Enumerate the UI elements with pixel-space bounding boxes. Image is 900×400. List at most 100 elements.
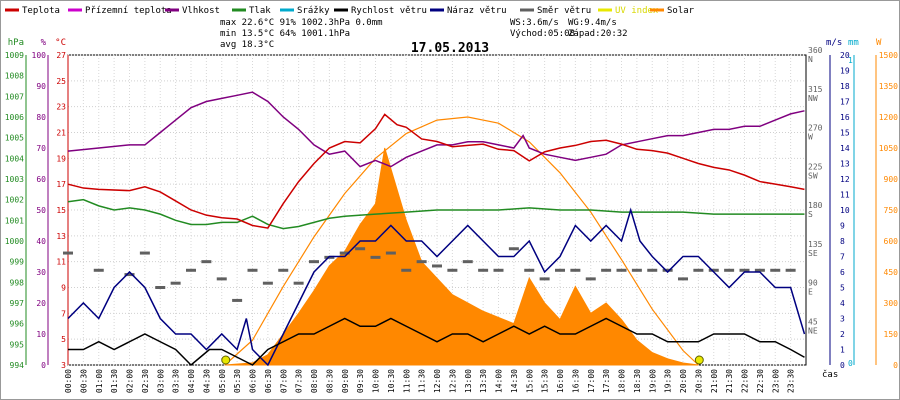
x-tick-label: 00:00 xyxy=(64,369,73,393)
dir-tick: 360 xyxy=(808,46,823,55)
stats-avg: avg 18.3°C xyxy=(220,40,274,50)
marker-sunrise xyxy=(221,355,231,365)
w-tick: 450 xyxy=(884,268,899,277)
dir-tick: 225 xyxy=(808,162,823,171)
series-tlak xyxy=(67,198,805,230)
x-tick-label: 16:00 xyxy=(556,369,565,393)
ms-tick: 14 xyxy=(840,144,850,153)
x-tick-label: 04:30 xyxy=(202,369,211,393)
hpa-tick: 997 xyxy=(10,299,25,308)
x-tick-label: 01:30 xyxy=(110,369,119,393)
dir-tick: 315 xyxy=(808,85,823,94)
x-tick-label: 02:00 xyxy=(126,369,135,393)
x-tick-label: 10:30 xyxy=(387,369,396,393)
x-tick-label: 15:30 xyxy=(541,369,550,393)
hpa-tick: 1003 xyxy=(5,175,24,184)
hpa-tick: 1002 xyxy=(5,196,24,205)
hpa-axis-title: hPa xyxy=(8,38,24,48)
hpa-tick: 994 xyxy=(10,361,25,370)
w-tick: 900 xyxy=(884,175,899,184)
pct-tick: 70 xyxy=(36,144,46,153)
legend-label-rychlost: Rychlost větru xyxy=(351,6,427,16)
temp-tick: 15 xyxy=(56,206,66,215)
hpa-tick: 1009 xyxy=(5,51,24,60)
axes: 00:00 00:30 01:00 01:30 02:00 02:30 03:00 03:30… xyxy=(5,38,898,393)
ms-tick: 7 xyxy=(840,253,845,262)
x-tick-label: 09:00 xyxy=(341,369,350,393)
x-tick-label: 18:30 xyxy=(633,369,642,393)
x-tick-label: 14:30 xyxy=(510,369,519,393)
ms-tick: 12 xyxy=(840,175,850,184)
x-tick-label: 16:30 xyxy=(571,369,580,393)
pct-tick: 20 xyxy=(36,299,46,308)
x-tick-label: 15:00 xyxy=(525,369,534,393)
series-solar-theory xyxy=(224,116,699,366)
ms-tick: 17 xyxy=(840,98,850,107)
x-tick-label: 03:00 xyxy=(156,369,165,393)
w-tick: 300 xyxy=(884,299,899,308)
stats-wg: WG:9.4m/s xyxy=(568,18,617,28)
w-tick: 1050 xyxy=(879,144,898,153)
temp-tick: 25 xyxy=(56,77,66,86)
x-tick-label: 05:00 xyxy=(218,369,227,393)
ms-tick: 1 xyxy=(840,346,845,355)
x-tick-label: 23:00 xyxy=(771,369,780,393)
x-tick-label: 22:00 xyxy=(741,369,750,393)
ms-tick: 3 xyxy=(840,315,845,324)
dir-compass: S xyxy=(808,210,813,219)
w-tick: 150 xyxy=(884,330,899,339)
stats-sunset: Západ:20:32 xyxy=(568,29,628,39)
pct-tick: 0 xyxy=(41,361,46,370)
hpa-tick: 1005 xyxy=(5,134,24,143)
x-tick-label: 02:30 xyxy=(141,369,150,393)
hpa-tick: 1008 xyxy=(5,72,24,81)
w-tick: 750 xyxy=(884,206,899,215)
temp-tick: 3 xyxy=(61,361,66,370)
x-tick-label: 11:00 xyxy=(402,369,411,393)
hpa-tick: 1004 xyxy=(5,154,24,163)
pct-tick: 60 xyxy=(36,175,46,184)
legend-label-naraz: Náraz větru xyxy=(447,6,507,16)
ms-tick: 8 xyxy=(840,237,845,246)
ms-tick: 20 xyxy=(840,51,850,60)
x-tick-label: 23:30 xyxy=(787,369,796,393)
dir-compass: SE xyxy=(808,249,818,258)
legend-label-solar: Solar xyxy=(667,6,695,16)
ms-tick: 18 xyxy=(840,82,850,91)
hpa-tick: 996 xyxy=(10,320,25,329)
pct-tick: 90 xyxy=(36,82,46,91)
dir-compass: SW xyxy=(808,171,818,180)
temp-axis-title: °C xyxy=(55,38,66,48)
stats-max: max 22.6°C 91% 1002.3hPa 0.0mm xyxy=(220,18,383,28)
x-tick-label: 05:30 xyxy=(233,369,242,393)
x-tick-label: 20:00 xyxy=(679,369,688,393)
pct-tick: 10 xyxy=(36,330,46,339)
x-tick-label: 09:30 xyxy=(356,369,365,393)
ms-tick: 0 xyxy=(840,361,845,370)
dir-compass: NW xyxy=(808,94,818,103)
x-tick-label: 06:00 xyxy=(249,369,258,393)
temp-tick: 9 xyxy=(61,284,66,293)
temp-tick: 23 xyxy=(56,103,66,112)
x-tick-label: 21:30 xyxy=(725,369,734,393)
temp-tick: 7 xyxy=(61,309,66,318)
x-tick-label: 07:00 xyxy=(279,369,288,393)
hpa-tick: 1001 xyxy=(5,216,24,225)
x-tick-label: 22:30 xyxy=(756,369,765,393)
dir-compass: W xyxy=(808,133,813,142)
x-tick-label: 17:30 xyxy=(602,369,611,393)
x-tick-label: 12:00 xyxy=(433,369,442,393)
pct-tick: 100 xyxy=(32,51,47,60)
hpa-tick: 1000 xyxy=(5,237,24,246)
series-vlhkost xyxy=(67,91,805,168)
x-tick-label: 10:00 xyxy=(372,369,381,393)
hpa-tick: 995 xyxy=(10,340,25,349)
dir-tick: 180 xyxy=(808,201,823,210)
temp-tick: 27 xyxy=(56,51,66,60)
x-tick-label: 04:00 xyxy=(187,369,196,393)
legend-label-rosny: Přízemní teplota xyxy=(85,6,172,16)
stats-min: min 13.5°C 64% 1001.1hPa xyxy=(220,29,350,39)
hpa-tick: 998 xyxy=(10,278,25,287)
pct-tick: 30 xyxy=(36,268,46,277)
mm-tick: 1 xyxy=(848,56,853,65)
